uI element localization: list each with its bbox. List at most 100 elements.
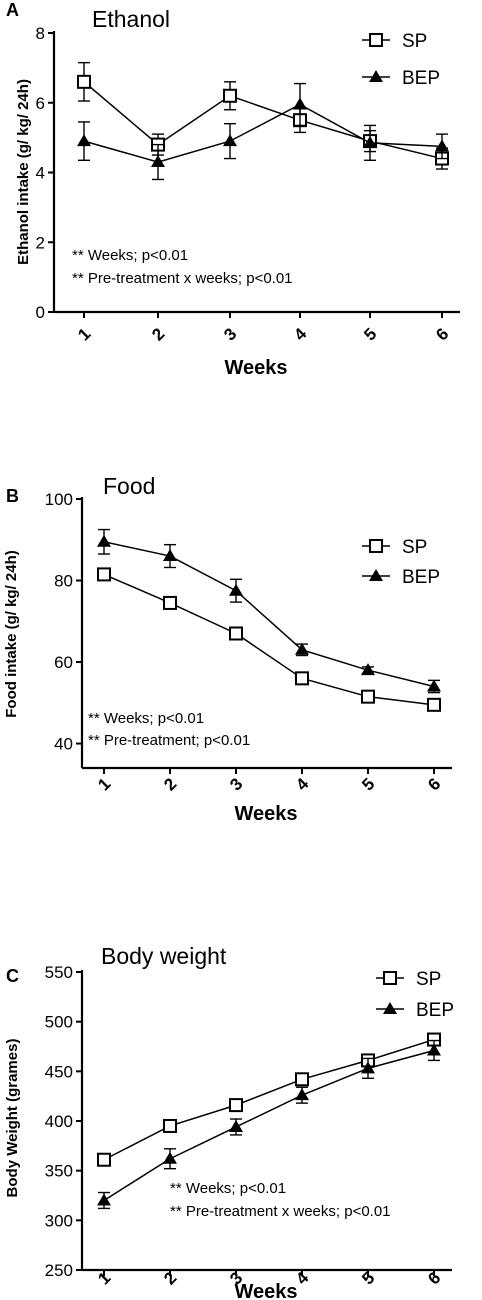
data-point-sp	[77, 74, 91, 89]
legend-marker-sp	[383, 971, 397, 985]
y-axis-label: Food intake (g/ kg/ 24h)	[3, 550, 20, 718]
data-point-sp	[295, 1072, 309, 1087]
data-point-bep	[435, 139, 449, 152]
chart-title: Food	[103, 473, 155, 499]
y-tick-label: 4	[36, 164, 45, 183]
legend-label: BEP	[402, 68, 440, 89]
data-point-sp	[229, 626, 243, 641]
y-tick-label: 40	[54, 735, 73, 754]
y-axis-label: Ethanol intake (g/ kg/ 24h)	[15, 79, 32, 265]
x-tick-label: 5	[358, 774, 378, 794]
data-point-bep	[295, 642, 309, 655]
x-tick-label: 3	[220, 324, 240, 344]
chart-panel-b: 40 60 80 100 1 2 3 4 5 6 Weeks Food intake (g/ kg/ …	[3, 473, 452, 825]
series-line-sp	[103, 573, 435, 706]
panel-letter: C	[6, 966, 19, 986]
annotation: ** Weeks; p<0.01	[88, 710, 204, 727]
series-sp	[77, 61, 449, 170]
series-line-bep	[103, 541, 435, 688]
data-point-bep	[295, 1088, 309, 1101]
data-point-sp	[295, 671, 309, 686]
chart-panel-a: 0 2 4 6 8 1 2 3 4 5 6 Weeks Ethanol intake (g/ kg/ 2…	[6, 0, 460, 379]
y-tick-label: 400	[45, 1112, 73, 1131]
data-point-bep	[427, 1043, 441, 1056]
data-point-bep	[361, 1061, 375, 1074]
legend-marker-bep	[369, 569, 383, 581]
data-point-bep	[77, 134, 91, 147]
y-tick-label: 500	[45, 1013, 73, 1032]
y-tick-label: 6	[36, 94, 45, 113]
x-tick-label: 6	[432, 324, 452, 344]
data-point-sp	[229, 1098, 243, 1113]
y-tick-label: 8	[36, 24, 45, 43]
y-tick-label: 250	[45, 1261, 73, 1280]
series-sp	[97, 567, 441, 712]
data-point-bep	[229, 1119, 243, 1132]
y-tick-label: 60	[54, 653, 73, 672]
y-tick-label: 450	[45, 1062, 73, 1081]
data-point-sp	[427, 697, 441, 712]
data-point-sp	[97, 567, 111, 582]
data-point-sp	[361, 689, 375, 704]
annotation: ** Pre-treatment x weeks; p<0.01	[72, 270, 293, 287]
data-point-sp	[97, 1152, 111, 1167]
x-tick-label: 3	[226, 774, 246, 794]
legend-label: BEP	[416, 1000, 454, 1021]
chart-title: Body weight	[101, 943, 227, 969]
legend-marker-bep	[369, 70, 383, 82]
legend-marker-sp	[369, 33, 383, 47]
data-point-bep	[361, 663, 375, 676]
data-point-bep	[163, 1151, 177, 1164]
panel-letter: A	[6, 0, 19, 20]
legend-label: SP	[416, 969, 441, 990]
legend-label: SP	[402, 31, 427, 52]
series-line-sp	[103, 1038, 435, 1161]
x-tick-label: 4	[290, 324, 311, 345]
data-point-bep	[97, 534, 111, 547]
x-axis-label: Weeks	[234, 803, 297, 825]
x-axis-label: Weeks	[224, 357, 287, 379]
series-bep	[77, 82, 449, 181]
data-point-sp	[223, 88, 237, 103]
y-tick-label: 300	[45, 1211, 73, 1230]
data-point-bep	[363, 135, 377, 148]
annotation: ** Weeks; p<0.01	[170, 1180, 286, 1197]
y-axis-label: Body Weight (grames)	[4, 1039, 21, 1198]
series-line-bep	[83, 103, 443, 163]
annotation: ** Weeks; p<0.01	[72, 247, 188, 264]
x-tick-label: 4	[292, 774, 313, 795]
x-tick-label: 2	[160, 774, 180, 794]
data-point-bep	[293, 97, 307, 110]
chart-title: Ethanol	[92, 6, 170, 32]
x-tick-label: 1	[94, 774, 114, 794]
y-tick-label: 80	[54, 572, 73, 591]
series-line-sp	[83, 81, 443, 160]
series-sp	[97, 1032, 441, 1167]
data-point-bep	[229, 583, 243, 596]
data-point-bep	[223, 134, 237, 147]
data-point-bep	[151, 155, 165, 168]
annotation: ** Pre-treatment; p<0.01	[88, 732, 250, 749]
y-tick-label: 550	[45, 963, 73, 982]
data-point-bep	[427, 679, 441, 692]
legend: SP BEP	[376, 969, 454, 1021]
x-tick-label: 2	[148, 324, 168, 344]
y-tick-label: 2	[36, 233, 45, 252]
series-bep	[97, 1039, 441, 1210]
y-tick-label: 100	[45, 490, 73, 509]
y-tick-label: 350	[45, 1162, 73, 1181]
x-tick-label: 6	[424, 774, 444, 794]
x-tick-label: 1	[74, 324, 94, 344]
legend-marker-sp	[369, 539, 383, 553]
legend-label: SP	[402, 537, 427, 558]
x-axis-label: Weeks	[234, 1281, 297, 1300]
legend: SP BEP	[362, 537, 440, 588]
annotation: ** Pre-treatment x weeks; p<0.01	[170, 1203, 391, 1220]
legend: SP BEP	[362, 31, 440, 89]
data-point-sp	[163, 1118, 177, 1133]
legend-label: BEP	[402, 567, 440, 588]
x-tick-label: 5	[360, 324, 380, 344]
data-point-bep	[97, 1193, 111, 1206]
